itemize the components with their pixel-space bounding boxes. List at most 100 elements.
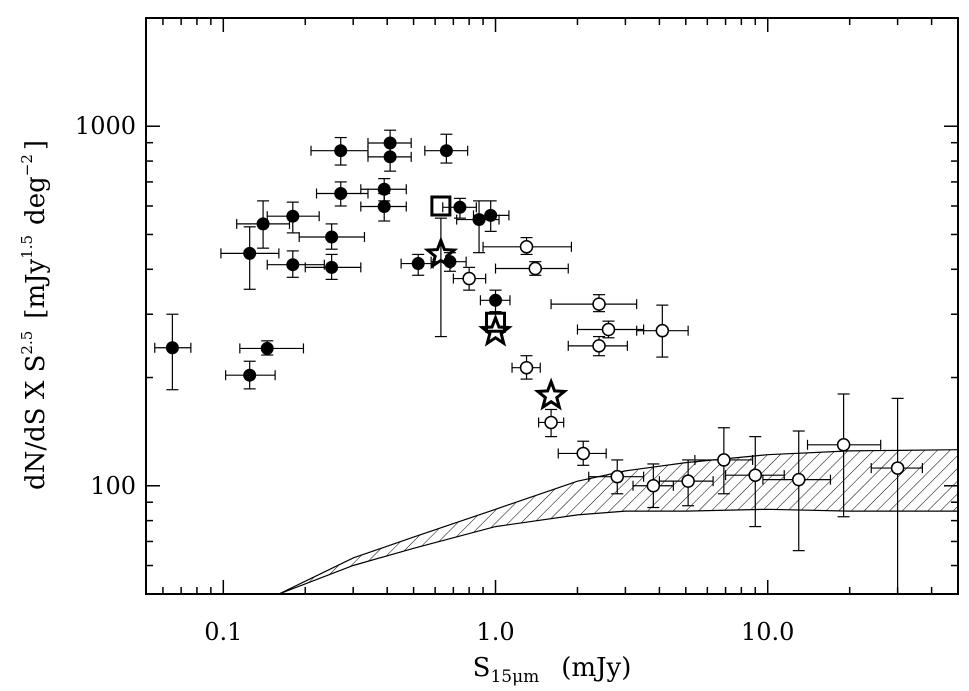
data-point	[694, 427, 754, 495]
filled-circle-marker	[325, 260, 339, 274]
data-point	[806, 393, 882, 518]
data-point	[557, 440, 607, 466]
open-star-marker	[423, 236, 459, 270]
data-point	[636, 304, 689, 358]
open-circle-marker	[601, 322, 616, 337]
y-axis-title: dN/dS X S2.5 [mJy1.5 deg−2]	[18, 140, 51, 490]
filled-circle-marker	[383, 150, 397, 164]
model-band	[278, 449, 958, 594]
data-point	[304, 253, 362, 280]
x-tick-label: 10.0	[741, 618, 794, 646]
plot-frame	[145, 17, 959, 595]
open-star-marker	[478, 313, 513, 347]
data-point	[430, 195, 452, 217]
data-point	[315, 181, 369, 207]
filled-circle-marker	[334, 144, 348, 158]
open-circle-marker	[717, 453, 731, 467]
filled-circle-marker	[165, 341, 179, 355]
open-square-marker	[485, 311, 507, 333]
open-circle-marker	[655, 323, 670, 338]
open-circle-marker	[890, 461, 905, 475]
x-axis-title-sub: 15μm	[490, 667, 539, 687]
filled-circle-marker	[439, 144, 453, 158]
open-circle-marker	[544, 415, 558, 430]
data-point	[360, 192, 407, 222]
data-point	[225, 360, 276, 390]
open-circle-marker	[646, 479, 661, 493]
data-point	[423, 217, 459, 338]
x-tick-label: 0.1	[204, 618, 242, 646]
x-axis-title-unit: (mJy)	[561, 653, 631, 683]
data-point	[479, 289, 511, 313]
axis-ticks	[146, 17, 959, 595]
filled-circle-marker	[243, 368, 257, 382]
x-tick-labels: 0.1 1.0 10.0	[204, 618, 794, 646]
data-point	[724, 436, 785, 528]
data-point	[632, 463, 674, 509]
y-tick-label: 1000	[75, 112, 136, 140]
open-star-marker	[533, 377, 569, 411]
data-point	[538, 408, 565, 438]
filled-circle-marker	[260, 341, 274, 355]
data-point	[266, 201, 320, 234]
filled-circle-marker	[377, 200, 391, 214]
data-point	[533, 377, 569, 411]
y-axis-title-part1: dN/dS X S	[21, 355, 51, 490]
filled-circle-marker	[243, 246, 257, 260]
x-axis-title: S15μm (mJy)	[473, 653, 632, 687]
filled-circle-marker	[411, 257, 425, 271]
data-point	[239, 340, 305, 356]
data-point	[236, 200, 291, 249]
filled-circle-marker	[286, 209, 300, 223]
filled-circle-marker	[453, 200, 467, 214]
open-circle-marker	[836, 438, 851, 452]
open-circle-marker	[791, 472, 806, 487]
open-circle-marker	[681, 474, 695, 488]
open-circle-marker	[528, 261, 543, 276]
data-point	[870, 397, 924, 594]
data-point	[154, 313, 192, 391]
y-axis-title-part3: deg	[21, 176, 51, 225]
open-circle-marker	[592, 339, 606, 353]
filled-circle-marker	[286, 258, 300, 272]
data-point	[220, 226, 280, 290]
data-point	[588, 459, 645, 495]
filled-circle-marker	[325, 230, 339, 244]
filled-circle-marker	[472, 213, 486, 227]
data-point	[482, 237, 572, 256]
y-axis-title-exp1: 2.5	[18, 331, 36, 355]
y-axis-title-part2: [mJy	[21, 258, 51, 318]
data-point	[266, 250, 325, 278]
data-point	[452, 266, 487, 291]
data-point	[658, 459, 714, 507]
band-fill	[278, 449, 958, 594]
data-point	[298, 223, 366, 250]
open-circle-marker	[592, 297, 606, 311]
open-circle-marker	[576, 446, 590, 461]
y-axis-title-part4: ]	[21, 140, 51, 150]
data-point	[550, 294, 638, 313]
data-point	[567, 335, 628, 357]
filled-circle-marker	[334, 186, 348, 200]
open-circle-marker	[462, 271, 476, 286]
data-point	[762, 430, 832, 552]
data-point	[511, 355, 541, 380]
filled-circle-marker	[256, 217, 270, 231]
y-tick-labels: 100 1000	[75, 112, 136, 500]
y-axis-title-exp2: 1.5	[18, 235, 36, 259]
filled-circle-marker	[489, 293, 503, 307]
data-point	[494, 261, 569, 276]
open-circle-marker	[519, 360, 534, 375]
data-point	[485, 311, 507, 333]
data-point	[400, 253, 434, 276]
data-point	[478, 313, 513, 347]
open-square-marker	[430, 195, 452, 217]
open-circle-marker	[519, 240, 534, 254]
filled-circle-marker	[484, 208, 498, 222]
data-point	[424, 133, 469, 164]
data-point	[576, 320, 645, 339]
data-point	[367, 143, 412, 172]
data-point	[472, 200, 510, 232]
open-circle-marker	[748, 468, 763, 482]
